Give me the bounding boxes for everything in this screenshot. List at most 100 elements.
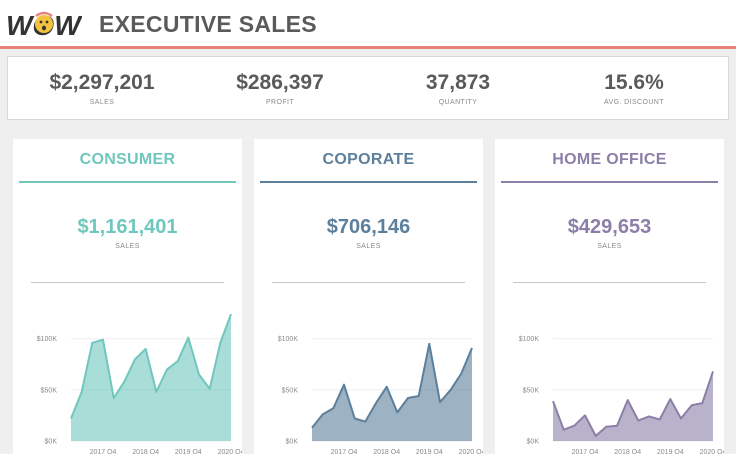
data-point[interactable] — [363, 420, 367, 424]
panel-divider — [272, 282, 465, 283]
y-tick-label: $100K — [519, 336, 540, 343]
data-point[interactable] — [133, 357, 137, 361]
data-point[interactable] — [321, 412, 325, 416]
data-point[interactable] — [80, 390, 84, 394]
kpi-label: PROFIT — [265, 99, 295, 106]
kpi-label: AVG. DISCOUNT — [604, 99, 664, 106]
wow-logo: WOW — [6, 10, 82, 40]
data-point[interactable] — [353, 416, 357, 420]
data-point[interactable] — [218, 341, 222, 345]
data-point[interactable] — [229, 312, 233, 316]
series-line[interactable] — [552, 371, 714, 437]
data-point[interactable] — [449, 388, 453, 392]
data-point[interactable] — [165, 367, 169, 371]
data-point[interactable] — [711, 369, 715, 373]
kpi-avg-discount: 15.6% AVG. DISCOUNT — [544, 71, 724, 106]
data-point[interactable] — [690, 403, 694, 407]
data-point[interactable] — [459, 371, 463, 375]
emoji-face-icon — [35, 15, 53, 33]
coporate-area-chart[interactable]: $0K $50K $100K 2017 Q4 2018 Q4 2019 Q4 2020 Q4 — [254, 304, 483, 454]
data-point[interactable] — [186, 336, 190, 340]
panel-title: CONSUMER — [79, 151, 176, 168]
data-point[interactable] — [101, 338, 105, 342]
y-tick-label: $50K — [282, 387, 299, 394]
data-point[interactable] — [636, 419, 640, 423]
data-point[interactable] — [668, 397, 672, 401]
y-tick-label: $100K — [278, 336, 299, 343]
y-tick-label: $100K — [37, 336, 58, 343]
x-tick-label: 2017 Q4 — [572, 449, 599, 454]
consumer-area-chart[interactable]: $0K $50K $100K 2017 Q4 2018 Q4 2019 Q4 2020 Q4 — [13, 304, 242, 454]
data-point[interactable] — [197, 373, 201, 377]
panel-sales-label: SALES — [356, 243, 381, 250]
x-tick-label: 2020 Q4 — [700, 449, 724, 454]
data-point[interactable] — [438, 400, 442, 404]
data-point[interactable] — [700, 401, 704, 405]
x-tick-label: 2019 Q4 — [416, 449, 443, 454]
data-point[interactable] — [69, 416, 73, 420]
x-tick-label: 2020 Q4 — [459, 449, 483, 454]
panel-sales-value: $1,161,401 — [77, 216, 178, 238]
panel-home-office: HOME OFFICE $429,653 SALES $0K $50K $100K 2… — [495, 139, 724, 454]
data-point[interactable] — [604, 425, 608, 429]
data-point[interactable] — [374, 401, 378, 405]
panel-rule — [260, 181, 477, 183]
data-point[interactable] — [208, 387, 212, 391]
data-point[interactable] — [406, 396, 410, 400]
kpi-value: 37,873 — [425, 71, 491, 94]
y-tick-label: $50K — [523, 387, 540, 394]
data-point[interactable] — [417, 394, 421, 398]
data-point[interactable] — [342, 383, 346, 387]
area-fill — [71, 314, 231, 441]
data-point[interactable] — [572, 424, 576, 428]
kpi-value: $286,397 — [236, 71, 324, 94]
data-point[interactable] — [112, 396, 116, 400]
data-point[interactable] — [122, 380, 126, 384]
kpi-profit: $286,397 PROFIT — [190, 71, 370, 106]
data-point[interactable] — [615, 424, 619, 428]
data-point[interactable] — [395, 410, 399, 414]
data-point[interactable] — [90, 341, 94, 345]
x-tick-label: 2017 Q4 — [90, 449, 117, 454]
kpi-value: $2,297,201 — [49, 71, 155, 94]
data-point[interactable] — [551, 399, 555, 403]
kpi-label: QUANTITY — [438, 99, 478, 106]
panel-divider — [31, 282, 224, 283]
y-tick-label: $0K — [527, 439, 540, 446]
x-tick-label: 2017 Q4 — [331, 449, 358, 454]
panel-divider — [513, 282, 706, 283]
panel-title: HOME OFFICE — [552, 151, 667, 168]
data-point[interactable] — [658, 418, 662, 422]
home-office-area-chart[interactable]: $0K $50K $100K 2017 Q4 2018 Q4 2019 Q4 2020 Q4 — [495, 304, 724, 454]
x-tick-label: 2019 Q4 — [657, 449, 684, 454]
x-tick-label: 2018 Q4 — [132, 449, 159, 454]
panel-consumer: CONSUMER $1,161,401 SALES $0K $50K $100K 20… — [13, 139, 242, 454]
data-point[interactable] — [562, 428, 566, 432]
data-point[interactable] — [310, 426, 314, 430]
data-point[interactable] — [154, 390, 158, 394]
panel-rule — [501, 181, 718, 183]
page-title: EXECUTIVE SALES — [99, 11, 317, 37]
area-fill — [312, 343, 472, 441]
data-point[interactable] — [679, 416, 683, 420]
data-point[interactable] — [647, 414, 651, 418]
data-point[interactable] — [385, 385, 389, 389]
data-point[interactable] — [626, 398, 630, 402]
data-point[interactable] — [144, 347, 148, 351]
series-line[interactable] — [311, 342, 473, 429]
data-point[interactable] — [427, 342, 431, 346]
panel-sales-label: SALES — [597, 243, 622, 250]
panel-coporate: COPORATE $706,146 SALES $0K $50K $100K 2017… — [254, 139, 483, 454]
x-tick-label: 2019 Q4 — [175, 449, 202, 454]
data-point[interactable] — [176, 359, 180, 363]
data-point[interactable] — [331, 406, 335, 410]
kpi-strip: $2,297,201 SALES $286,397 PROFIT 37,873 … — [7, 56, 729, 120]
kpi-value: 15.6% — [604, 71, 664, 94]
panel-sales-value: $429,653 — [567, 216, 652, 238]
series-line[interactable] — [70, 313, 232, 419]
data-point[interactable] — [470, 346, 474, 350]
area-fill — [553, 371, 713, 441]
data-point[interactable] — [583, 413, 587, 417]
data-point[interactable] — [594, 434, 598, 438]
y-tick-label: $0K — [45, 439, 58, 446]
